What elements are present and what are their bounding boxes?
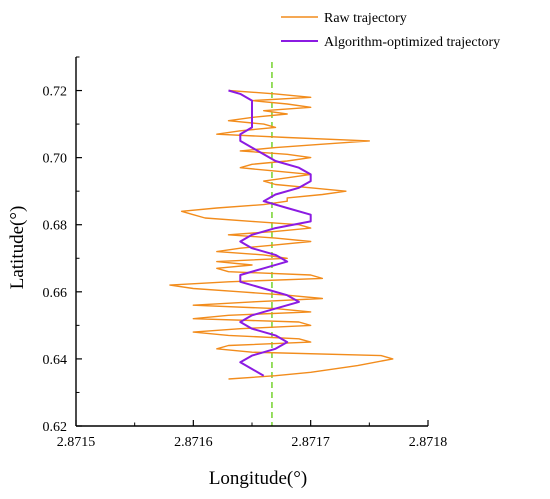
plot-area [169, 62, 394, 426]
x-axis-ticks: 2.8715 2.8716 2.8717 2.8718 [57, 420, 448, 450]
y-axis-ticks: 0.62 0.64 0.66 0.68 0.70 0.72 [43, 56, 82, 435]
x-axis-title: Longitude(°) [209, 468, 307, 489]
y-axis-title: Latitude(°) [7, 206, 28, 290]
optimized-trajectory-line [228, 89, 312, 377]
y-tick-label: 0.66 [43, 286, 68, 301]
y-tick-label: 0.72 [43, 85, 68, 100]
legend-label-raw-trajectory: Raw trajectory [324, 11, 407, 26]
x-tick-label: 2.8718 [409, 435, 448, 450]
x-tick-label: 2.8717 [291, 435, 330, 450]
legend: Raw trajectory Algorithm-optimized traje… [281, 11, 500, 50]
legend-label-optimized-trajectory: Algorithm-optimized trajectory [324, 35, 500, 50]
y-tick-label: 0.70 [43, 152, 68, 167]
x-tick-label: 2.8715 [57, 435, 96, 450]
raw-trajectory-line [169, 89, 394, 380]
y-tick-label: 0.64 [43, 353, 68, 368]
y-tick-label: 0.68 [43, 219, 68, 234]
y-tick-label: 0.62 [43, 420, 68, 435]
x-tick-label: 2.8716 [174, 435, 213, 450]
